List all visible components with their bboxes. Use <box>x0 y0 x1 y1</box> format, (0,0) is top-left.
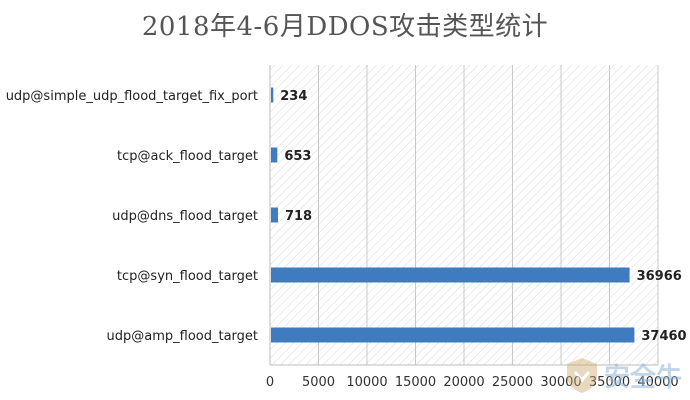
bar <box>271 267 630 283</box>
x-tick-label: 25000 <box>492 375 533 390</box>
data-label: 653 <box>284 149 311 164</box>
x-tick-label: 35000 <box>589 375 630 390</box>
category-label: tcp@ack_flood_target <box>117 149 258 164</box>
data-label: 718 <box>285 209 312 224</box>
watermark: 安全牛 <box>564 356 682 394</box>
data-label: 234 <box>280 89 307 104</box>
chart-title: 2018年4-6月DDOS攻击类型统计 <box>141 12 549 42</box>
x-tick-label: 15000 <box>395 375 436 390</box>
bar <box>271 207 278 223</box>
category-label: tcp@syn_flood_target <box>117 269 258 284</box>
category-label: udp@simple_udp_flood_target_fix_port <box>6 89 258 104</box>
data-label: 37460 <box>641 329 686 344</box>
bar <box>271 87 274 103</box>
x-tick-label: 20000 <box>443 375 484 390</box>
x-tick-label: 10000 <box>346 375 387 390</box>
x-tick-label: 40000 <box>637 375 678 390</box>
bar <box>271 327 635 343</box>
bar <box>271 147 278 163</box>
x-tick-label: 0 <box>266 375 274 390</box>
category-label: udp@amp_flood_target <box>107 329 259 344</box>
x-tick-label: 30000 <box>540 375 581 390</box>
category-label: udp@dns_flood_target <box>112 209 258 224</box>
shield-icon <box>566 358 597 393</box>
x-tick-label: 5000 <box>302 375 335 390</box>
data-label: 36966 <box>637 269 682 284</box>
watermark-text: 安全牛 <box>603 362 682 393</box>
